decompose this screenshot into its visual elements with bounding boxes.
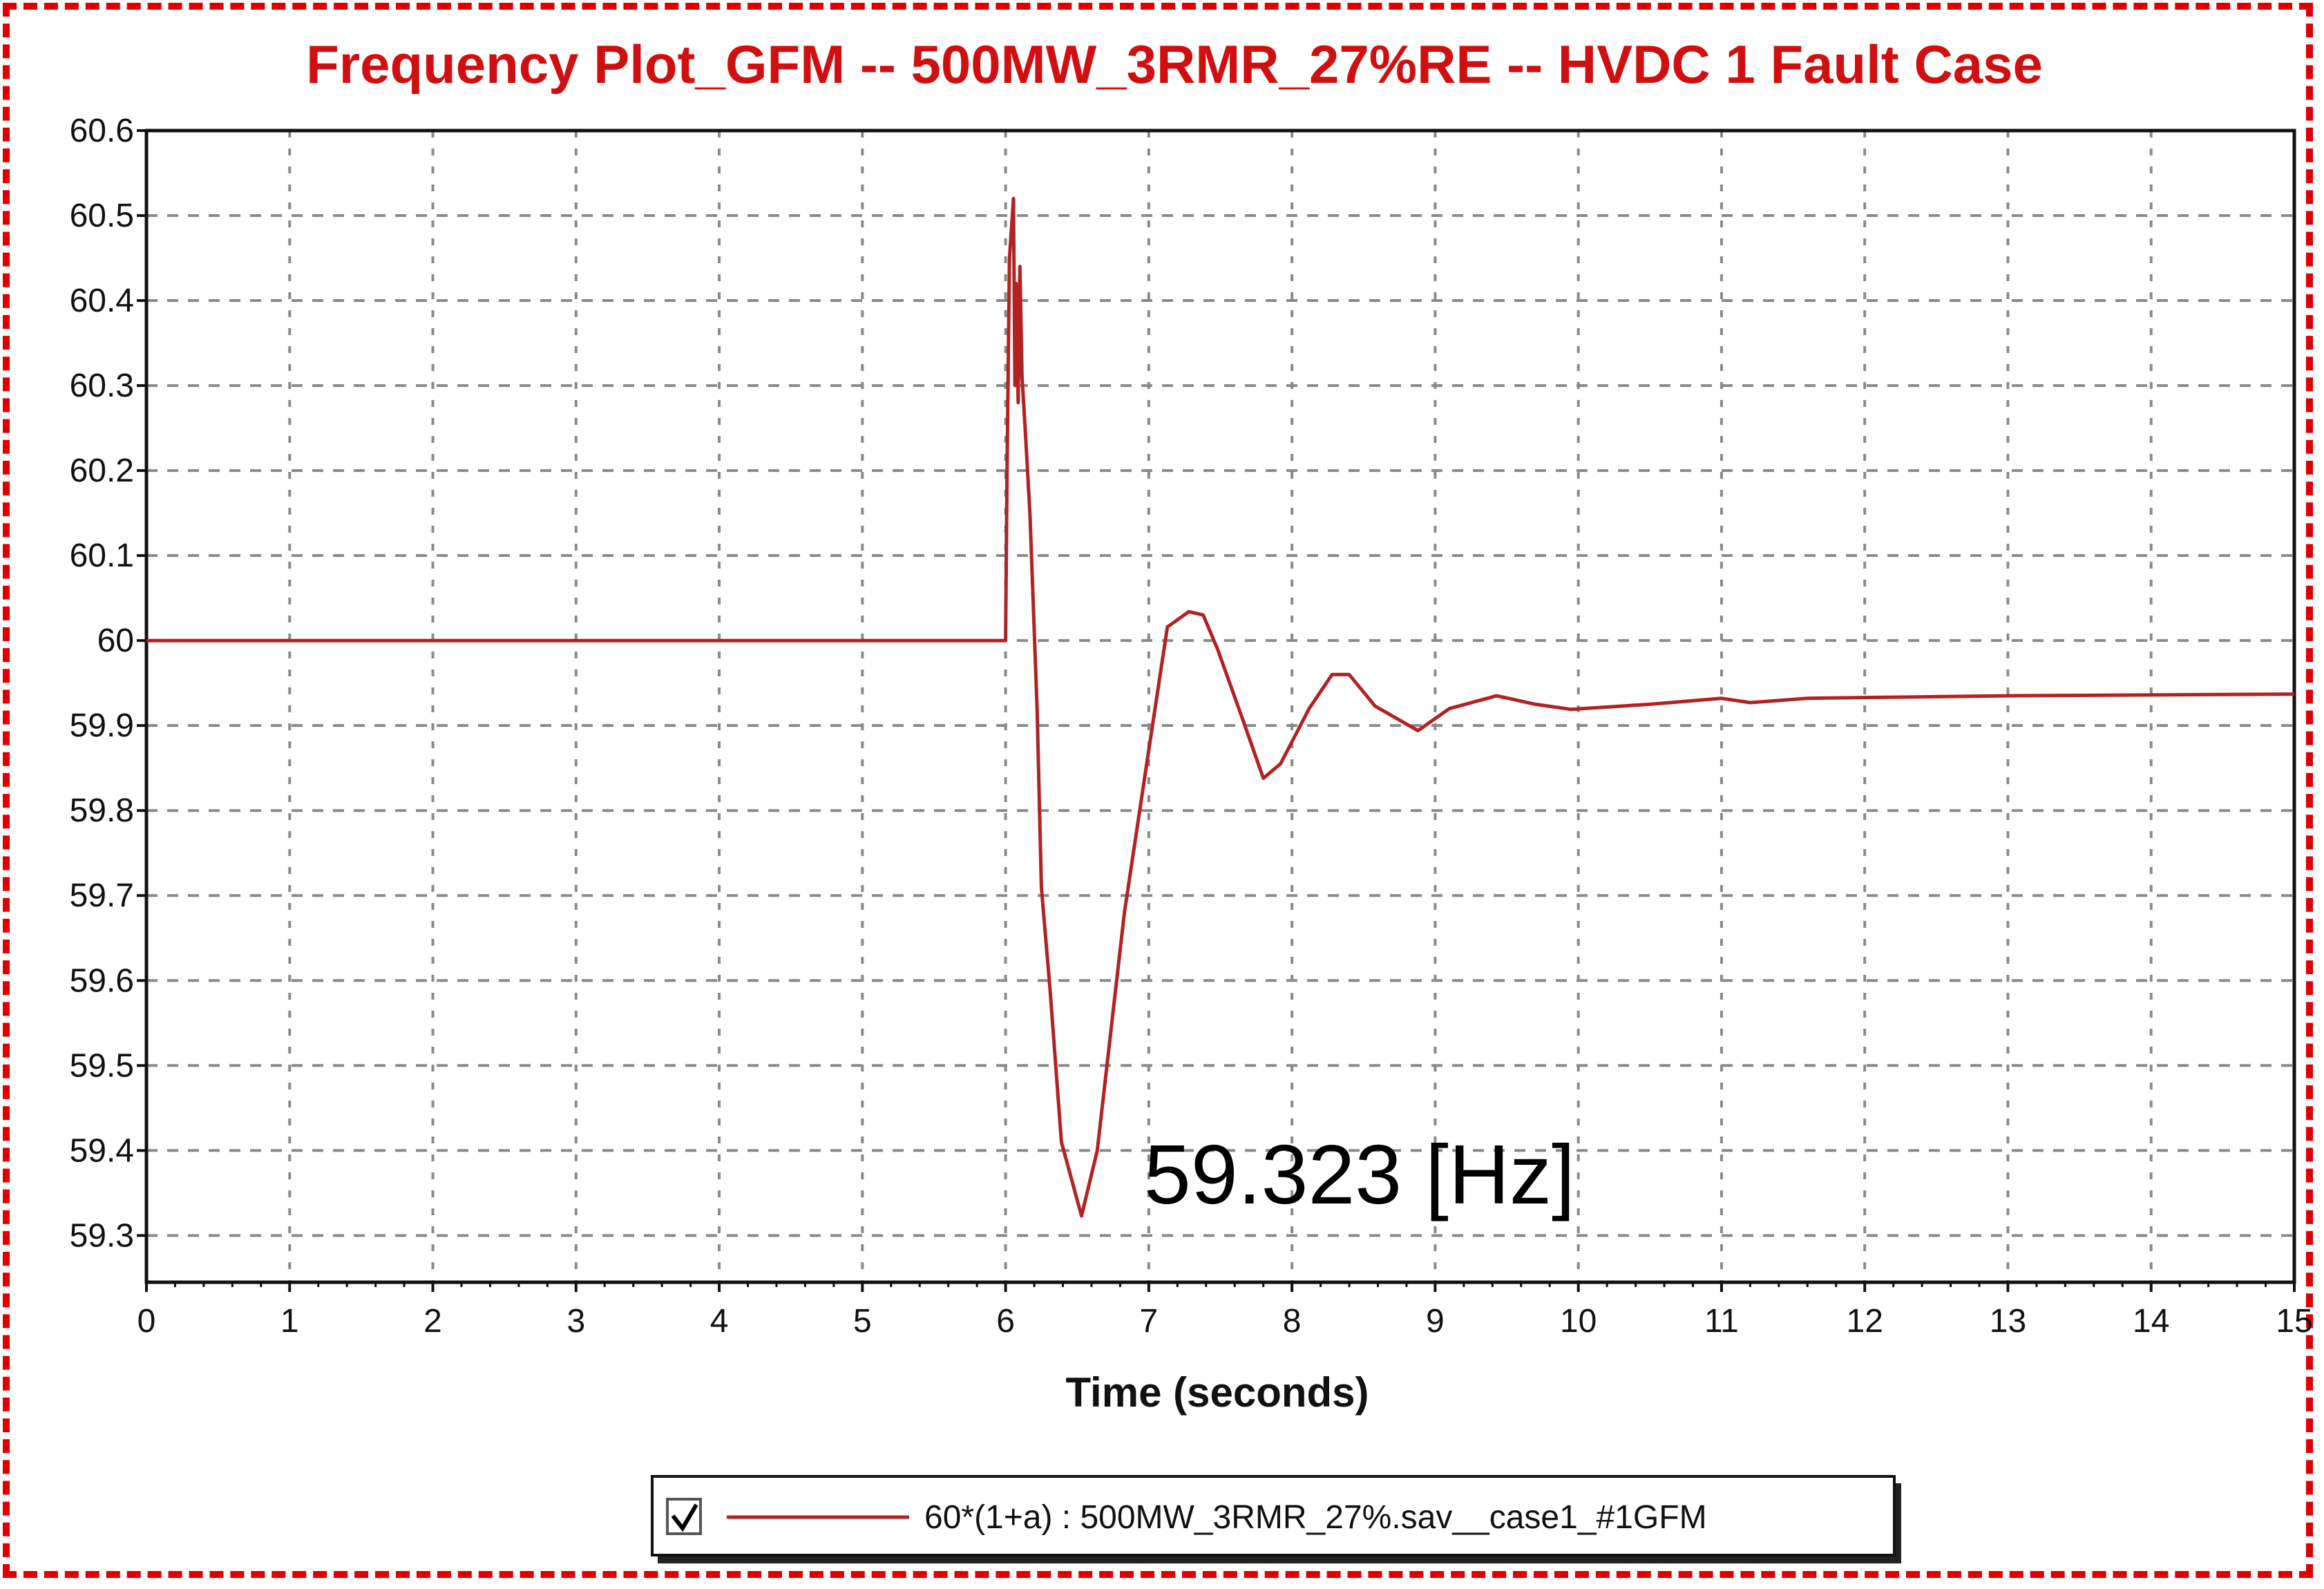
y-tick-label: 59.5 [70, 1047, 134, 1084]
x-tick-label: 9 [1426, 1303, 1445, 1340]
x-tick-label: 5 [853, 1303, 872, 1340]
x-tick-label: 15 [2276, 1303, 2312, 1340]
y-tick-label: 60.1 [70, 537, 134, 574]
y-tick-label: 60.4 [70, 283, 134, 319]
x-tick-label: 12 [1847, 1303, 1883, 1340]
legend: 60*(1+a) : 500MW_3RMR_27%.sav__case1_#1G… [651, 1475, 1901, 1563]
x-tick-label: 13 [1990, 1303, 2026, 1340]
chart-title: Frequency Plot_GFM -- 500MW_3RMR_27%RE -… [306, 34, 2043, 95]
x-tick-label: 8 [1283, 1303, 1302, 1340]
x-tick-label: 4 [710, 1303, 729, 1340]
y-tick-label: 59.6 [70, 962, 134, 999]
x-tick-label: 10 [1560, 1303, 1597, 1340]
y-tick-label: 59.9 [70, 707, 134, 744]
x-axis-ticks: 0 1 2 3 4 5 6 7 8 9 10 11 12 13 14 15 [137, 1282, 2313, 1340]
x-tick-label: 0 [137, 1303, 156, 1340]
y-axis-ticks: 60.6 60.5 60.4 60.3 60.2 60.1 60 59.9 59.8 59.7 59… [70, 113, 146, 1254]
y-tick-label: 59.3 [70, 1217, 134, 1254]
series-line [146, 196, 2295, 1218]
plot-area-frame [144, 129, 2296, 1284]
x-tick-label: 11 [1704, 1303, 1739, 1340]
y-tick-label: 60.2 [70, 453, 134, 489]
y-tick-label: 60.6 [70, 113, 134, 149]
x-tick-label: 14 [2133, 1303, 2169, 1340]
y-tick-label: 60 [97, 622, 134, 659]
x-tick-label: 7 [1140, 1303, 1159, 1340]
dashed-border [3, 3, 2313, 1578]
y-tick-label: 60.3 [70, 368, 134, 404]
series-lines [146, 196, 2295, 1218]
x-axis-label: Time (seconds) [1065, 1369, 1369, 1416]
x-tick-label: 2 [423, 1303, 442, 1340]
y-tick-label: 59.8 [70, 792, 134, 829]
x-tick-label: 6 [996, 1303, 1015, 1340]
legend-label: 60*(1+a) : 500MW_3RMR_27%.sav__case1_#1G… [924, 1499, 1707, 1536]
grid [145, 129, 2296, 1282]
y-tick-label: 59.7 [70, 877, 134, 914]
y-tick-label: 59.4 [70, 1132, 134, 1169]
x-tick-label: 3 [566, 1303, 585, 1340]
legend-checkbox[interactable] [666, 1498, 702, 1535]
min-frequency-annotation: 59.323 [Hz] [1144, 1127, 1575, 1221]
y-tick-label: 60.5 [70, 198, 134, 234]
check-icon [671, 1503, 698, 1532]
x-tick-label: 1 [280, 1303, 299, 1340]
